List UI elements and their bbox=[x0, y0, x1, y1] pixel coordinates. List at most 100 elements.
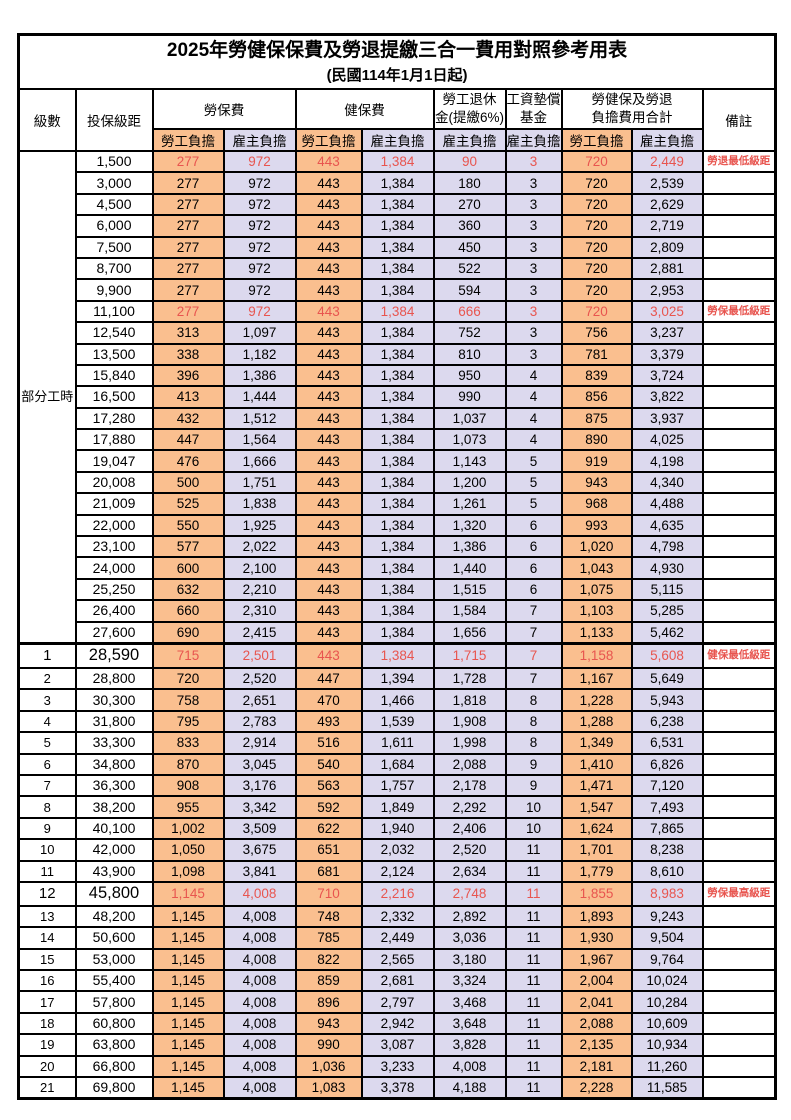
table-body: 部分工時 1,500 277 972 443 1,384 90 3 720 2,449 勞退最低級距… bbox=[17, 149, 777, 1100]
labor-employer-cell: 3,509 bbox=[222, 816, 297, 841]
table-row: 16,500 413 1,444 443 1,384 990 4 856 3,822 bbox=[19, 385, 777, 409]
health-employee-cell: 443 bbox=[294, 235, 363, 259]
labor-employer-cell: 4,008 bbox=[222, 1076, 297, 1100]
health-employer-cell: 2,565 bbox=[360, 947, 435, 972]
bracket-cell: 9,900 bbox=[74, 278, 154, 302]
table-row: 7,500 277 972 443 1,384 450 3 720 2,809 bbox=[19, 235, 777, 259]
health-employer-cell: 1,384 bbox=[360, 535, 435, 559]
labor-employer-cell: 3,045 bbox=[222, 752, 297, 776]
labor-employee-cell: 432 bbox=[151, 406, 225, 431]
note-cell bbox=[701, 1033, 777, 1057]
health-employer-cell: 3,087 bbox=[360, 1033, 435, 1057]
health-employee-cell: 443 bbox=[294, 642, 363, 669]
col-header-health-fee: 健保費 bbox=[294, 88, 435, 130]
note-cell bbox=[701, 731, 777, 755]
table-row: 3,000 277 972 443 1,384 180 3 720 2,539 bbox=[19, 171, 777, 195]
health-employee-cell: 447 bbox=[294, 666, 363, 691]
labor-employer-cell: 3,841 bbox=[222, 859, 297, 883]
total-employee-cell: 2,088 bbox=[560, 1011, 633, 1036]
pension-employer-cell: 1,320 bbox=[432, 513, 507, 538]
labor-employer-cell: 3,176 bbox=[222, 773, 297, 798]
health-employee-cell: 443 bbox=[294, 321, 363, 345]
wage-fund-employer-cell: 11 bbox=[504, 1076, 563, 1100]
total-employer-cell: 10,609 bbox=[630, 1011, 704, 1036]
bracket-cell: 3,000 bbox=[74, 171, 154, 195]
health-employee-cell: 748 bbox=[294, 904, 363, 929]
health-employee-cell: 563 bbox=[294, 773, 363, 798]
labor-employer-cell: 1,666 bbox=[222, 449, 297, 473]
col-header-pension-line2: 金(提繳6%) bbox=[434, 110, 504, 125]
health-employer-cell: 1,384 bbox=[360, 577, 435, 602]
wage-fund-employer-cell: 11 bbox=[504, 859, 563, 883]
level-cell: 21 bbox=[17, 1076, 77, 1100]
bracket-cell: 17,280 bbox=[74, 406, 154, 431]
labor-employer-cell: 972 bbox=[222, 278, 297, 302]
total-employer-cell: 4,025 bbox=[630, 428, 704, 452]
wage-fund-employer-cell: 9 bbox=[504, 773, 563, 798]
health-employer-cell: 1,384 bbox=[360, 642, 435, 669]
total-employee-cell: 1,228 bbox=[560, 688, 633, 712]
page-subtitle: (民國114年1月1日起) bbox=[326, 67, 468, 84]
total-employee-cell: 1,349 bbox=[560, 731, 633, 755]
total-employer-cell: 10,934 bbox=[630, 1033, 704, 1057]
labor-employee-cell: 1,145 bbox=[151, 926, 225, 950]
labor-employee-cell: 476 bbox=[151, 449, 225, 473]
table-row: 14 50,600 1,145 4,008 785 2,449 3,036 11 1,930 9,… bbox=[17, 926, 777, 950]
total-employee-cell: 1,043 bbox=[560, 556, 633, 580]
pension-employer-cell: 1,200 bbox=[432, 470, 507, 495]
health-employer-cell: 1,384 bbox=[360, 235, 435, 259]
pension-employer-cell: 1,728 bbox=[432, 666, 507, 691]
wage-fund-employer-cell: 11 bbox=[504, 1054, 563, 1079]
note-cell bbox=[701, 278, 777, 302]
level-cell: 13 bbox=[17, 904, 77, 929]
labor-employer-cell: 2,415 bbox=[222, 620, 297, 645]
labor-employer-cell: 2,783 bbox=[222, 709, 297, 734]
labor-employee-cell: 277 bbox=[151, 192, 225, 217]
labor-employee-cell: 1,145 bbox=[151, 904, 225, 929]
health-employee-cell: 443 bbox=[294, 470, 363, 495]
labor-employer-cell: 972 bbox=[222, 171, 297, 195]
labor-employee-cell: 1,145 bbox=[151, 969, 225, 993]
table-row: 16 55,400 1,145 4,008 859 2,681 3,324 11 2,004 10… bbox=[17, 969, 777, 993]
pension-employer-cell: 4,008 bbox=[432, 1054, 507, 1079]
wage-fund-employer-cell: 6 bbox=[504, 577, 563, 602]
pension-employer-cell: 950 bbox=[432, 363, 507, 388]
health-employee-cell: 443 bbox=[294, 428, 363, 452]
labor-employee-cell: 550 bbox=[151, 513, 225, 538]
labor-employer-cell: 4,008 bbox=[222, 947, 297, 972]
note-cell bbox=[701, 535, 777, 559]
total-employer-cell: 3,025 bbox=[630, 299, 704, 324]
table-row: 10 42,000 1,050 3,675 651 2,032 2,520 11 1,701 8,… bbox=[17, 838, 777, 862]
labor-employer-cell: 1,444 bbox=[222, 385, 297, 409]
note-cell bbox=[701, 556, 777, 580]
title-row: 2025年勞健保保費及勞退提繳三合一費用對照參考用表 (民國114年1月1日起) bbox=[17, 33, 777, 90]
health-employee-cell: 443 bbox=[294, 385, 363, 409]
note-cell bbox=[701, 620, 777, 645]
table-title-cell: 2025年勞健保保費及勞退提繳三合一費用對照參考用表 (民國114年1月1日起) bbox=[17, 33, 777, 90]
wage-fund-employer-cell: 8 bbox=[504, 709, 563, 734]
labor-employer-cell: 1,925 bbox=[222, 513, 297, 538]
pension-employer-cell: 1,584 bbox=[432, 599, 507, 623]
bracket-cell: 42,000 bbox=[74, 838, 154, 862]
bracket-cell: 7,500 bbox=[74, 235, 154, 259]
level-cell: 16 bbox=[17, 969, 77, 993]
labor-employer-cell: 3,675 bbox=[222, 838, 297, 862]
wage-fund-employer-cell: 6 bbox=[504, 535, 563, 559]
pension-employer-cell: 752 bbox=[432, 321, 507, 345]
health-employer-cell: 1,384 bbox=[360, 149, 435, 174]
table-row: 19,047 476 1,666 443 1,384 1,143 5 919 4,198 bbox=[19, 449, 777, 473]
note-cell bbox=[701, 688, 777, 712]
pension-employer-cell: 3,180 bbox=[432, 947, 507, 972]
bracket-cell: 17,880 bbox=[74, 428, 154, 452]
bracket-cell: 19,047 bbox=[74, 449, 154, 473]
health-employer-cell: 2,681 bbox=[360, 969, 435, 993]
pension-employer-cell: 666 bbox=[432, 299, 507, 324]
health-employer-cell: 1,384 bbox=[360, 278, 435, 302]
total-employee-cell: 781 bbox=[560, 342, 633, 366]
table-row: 6 34,800 870 3,045 540 1,684 2,088 9 1,410 6,826 bbox=[17, 752, 777, 776]
labor-employee-cell: 795 bbox=[151, 709, 225, 734]
pension-employer-cell: 360 bbox=[432, 214, 507, 238]
total-employee-cell: 720 bbox=[560, 192, 633, 217]
wage-fund-employer-cell: 11 bbox=[504, 926, 563, 950]
health-employer-cell: 1,384 bbox=[360, 513, 435, 538]
